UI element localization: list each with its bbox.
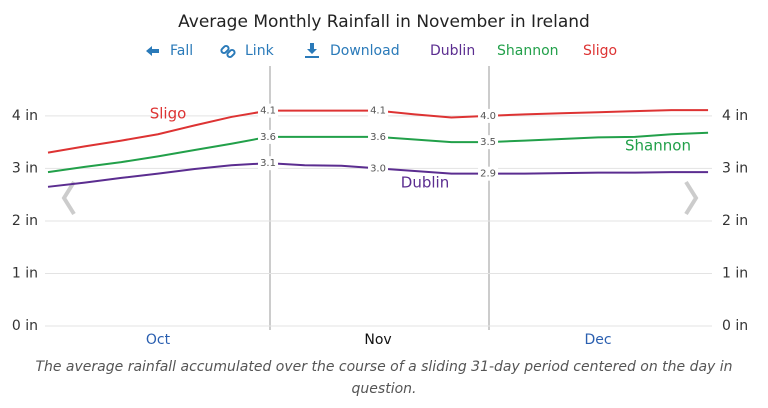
y-tick-label-right: 2 in xyxy=(722,213,748,229)
y-tick-label-right: 3 in xyxy=(722,160,748,176)
button[interactable]: Link xyxy=(245,43,275,59)
link-icon xyxy=(220,44,236,59)
value-label: 4.0 xyxy=(480,111,496,122)
y-tick-label: 0 in xyxy=(12,318,38,334)
value-label: 4.1 xyxy=(260,106,276,117)
x-tick-label: Dec xyxy=(585,332,612,348)
button[interactable]: Fall xyxy=(170,43,193,59)
value-label: 3.6 xyxy=(260,132,276,143)
value-label-bg xyxy=(258,103,279,118)
y-tick-label: 4 in xyxy=(12,108,38,124)
series-label: Sligo xyxy=(150,105,187,123)
download-icon xyxy=(305,43,319,58)
y-tick-label-right: 1 in xyxy=(722,265,748,281)
x-tick-label: Oct xyxy=(146,332,171,348)
value-label: 3.1 xyxy=(260,158,276,169)
value-label: 2.9 xyxy=(480,169,496,180)
chart-title: Average Monthly Rainfall in November in … xyxy=(178,12,590,32)
y-tick-label-right: 4 in xyxy=(722,108,748,124)
value-label-bg xyxy=(478,166,499,181)
value-label: 4.1 xyxy=(370,106,386,117)
value-label: 3.6 xyxy=(370,132,386,143)
value-label: 3.0 xyxy=(370,163,386,174)
value-label: 3.5 xyxy=(480,137,496,148)
value-label-bg xyxy=(258,129,279,144)
series-label: Dublin xyxy=(401,174,449,192)
x-tick-label: Nov xyxy=(364,332,391,348)
y-tick-label: 1 in xyxy=(12,265,38,281)
prev-arrow[interactable] xyxy=(61,180,76,216)
toolbar: Fall Link Download xyxy=(146,43,400,59)
y-tick-label: 3 in xyxy=(12,160,38,176)
chart: Average Monthly Rainfall in November in … xyxy=(12,12,748,348)
legend-entry: Dublin xyxy=(430,43,475,59)
caption: The average rainfall accumulated over th… xyxy=(35,359,733,397)
series-label: Shannon xyxy=(625,137,691,155)
value-label-bg xyxy=(258,156,279,171)
value-label-bg xyxy=(478,135,499,150)
value-label-bg xyxy=(368,129,389,144)
y-tick-label-right: 0 in xyxy=(722,318,748,334)
value-label-bg xyxy=(368,103,389,118)
legend-entry: Sligo xyxy=(583,43,617,59)
fall-icon xyxy=(146,46,159,56)
value-label-bg xyxy=(368,161,389,176)
value-label-bg xyxy=(478,108,499,123)
legend-entry: Shannon xyxy=(497,43,559,59)
y-tick-label: 2 in xyxy=(12,213,38,229)
next-arrow[interactable] xyxy=(684,180,699,216)
button[interactable]: Download xyxy=(330,43,400,59)
